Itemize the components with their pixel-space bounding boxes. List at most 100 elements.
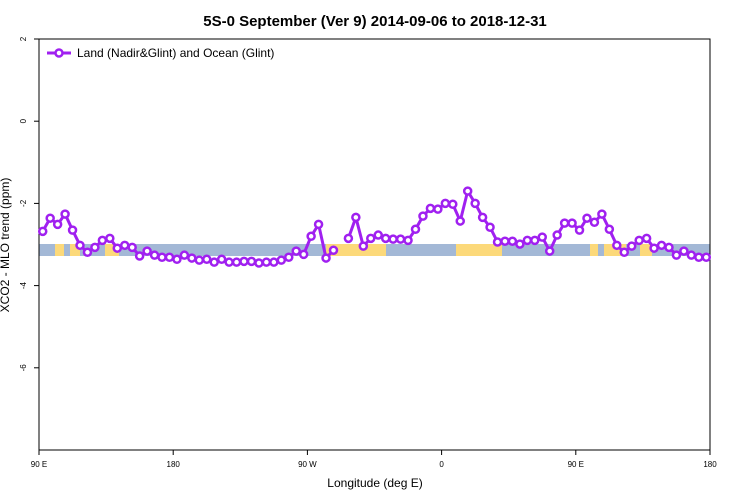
data-point <box>388 234 398 244</box>
plot-frame <box>38 38 711 451</box>
data-point <box>134 251 145 261</box>
data-point <box>202 254 212 265</box>
data-point <box>224 257 234 267</box>
x-tick-label: 90 E <box>568 460 584 469</box>
x-tick-label: 0 <box>439 460 444 469</box>
data-point <box>194 255 205 265</box>
data-point <box>254 258 264 268</box>
data-point <box>366 233 376 244</box>
data-point <box>373 230 383 240</box>
data-point <box>358 241 369 251</box>
data-point <box>82 247 93 258</box>
y-tick-label: -2 <box>19 199 28 207</box>
data-point <box>276 255 287 265</box>
data-point <box>231 257 242 267</box>
data-point <box>67 225 78 235</box>
data-point <box>418 211 428 221</box>
x-tick-label: 90 W <box>298 460 317 469</box>
data-point <box>246 256 257 267</box>
data-point <box>701 252 712 262</box>
data-point <box>567 218 577 228</box>
data-point <box>75 240 85 251</box>
legend-label: Land (Nadir&Glint) and Ocean (Glint) <box>77 46 274 60</box>
y-tick-label: -6 <box>19 364 28 372</box>
data-point <box>90 242 100 253</box>
data-point <box>45 213 55 223</box>
data-point <box>105 233 115 244</box>
data-point <box>679 246 689 256</box>
data-point <box>306 231 316 242</box>
data-point <box>597 209 607 219</box>
data-point <box>582 213 592 223</box>
data-point <box>574 225 585 235</box>
data-point <box>216 254 227 265</box>
data-point <box>433 204 443 214</box>
map-strip <box>39 244 710 256</box>
data-point <box>127 242 137 253</box>
data-point <box>298 249 309 260</box>
x-tick-label: 180 <box>167 460 181 469</box>
data-point <box>395 234 406 244</box>
data-point <box>671 250 682 260</box>
data-point <box>515 239 525 249</box>
data-point <box>157 252 167 262</box>
y-axis-label: XCO2 - MLO trend (ppm) <box>0 178 12 313</box>
x-tick-label: 180 <box>703 460 717 469</box>
data-point <box>634 235 644 246</box>
y-tick-label: -4 <box>19 281 28 289</box>
data-point <box>321 253 331 263</box>
data-point <box>142 246 152 256</box>
data-point <box>619 247 630 258</box>
chart-title: 5S-0 September (Ver 9) 2014-09-06 to 201… <box>203 13 547 30</box>
data-point <box>328 245 339 256</box>
data-point <box>343 233 354 244</box>
y-tick-label: 0 <box>19 118 28 123</box>
data-point <box>649 243 659 253</box>
data-point <box>60 209 70 219</box>
data-point <box>179 250 190 260</box>
data-point <box>694 252 704 262</box>
data-point <box>119 240 130 251</box>
data-point <box>112 243 123 253</box>
data-point <box>626 241 637 251</box>
data-point <box>477 212 488 223</box>
data-point <box>589 217 600 228</box>
data-point <box>664 242 674 253</box>
legend-marker <box>54 48 64 58</box>
data-point <box>37 226 48 237</box>
data-point <box>209 257 219 267</box>
data-point <box>455 216 465 226</box>
data-point <box>291 246 301 256</box>
data-point <box>522 235 533 246</box>
data-point <box>485 222 495 232</box>
data-point <box>410 224 421 235</box>
data-point <box>500 236 510 246</box>
data-point <box>269 257 279 267</box>
x-axis-label: Longitude (deg E) <box>327 476 422 490</box>
data-point <box>52 219 63 230</box>
data-point <box>440 198 451 209</box>
data-point <box>656 240 667 251</box>
data-point <box>313 219 324 230</box>
data-point <box>530 235 540 246</box>
data-point <box>552 230 562 240</box>
data-point <box>537 232 547 242</box>
data-point <box>403 235 413 246</box>
data-point <box>462 186 473 196</box>
data-point <box>507 236 518 246</box>
y-tick-label: 2 <box>19 36 28 41</box>
data-point <box>97 235 108 246</box>
data-point <box>686 250 697 260</box>
data-point <box>380 233 391 244</box>
data-point <box>612 240 622 251</box>
data-point <box>559 218 570 228</box>
data-point <box>448 199 458 209</box>
data-point <box>172 254 182 265</box>
data-point <box>425 203 436 214</box>
data-point <box>261 257 272 267</box>
data-point <box>604 224 615 235</box>
x-tick-label: 90 E <box>31 460 47 469</box>
data-point <box>544 246 555 256</box>
data-point <box>351 212 361 223</box>
